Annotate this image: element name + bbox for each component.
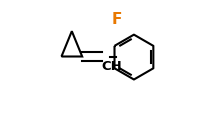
Text: F: F xyxy=(112,12,122,27)
Text: CH: CH xyxy=(102,60,122,72)
